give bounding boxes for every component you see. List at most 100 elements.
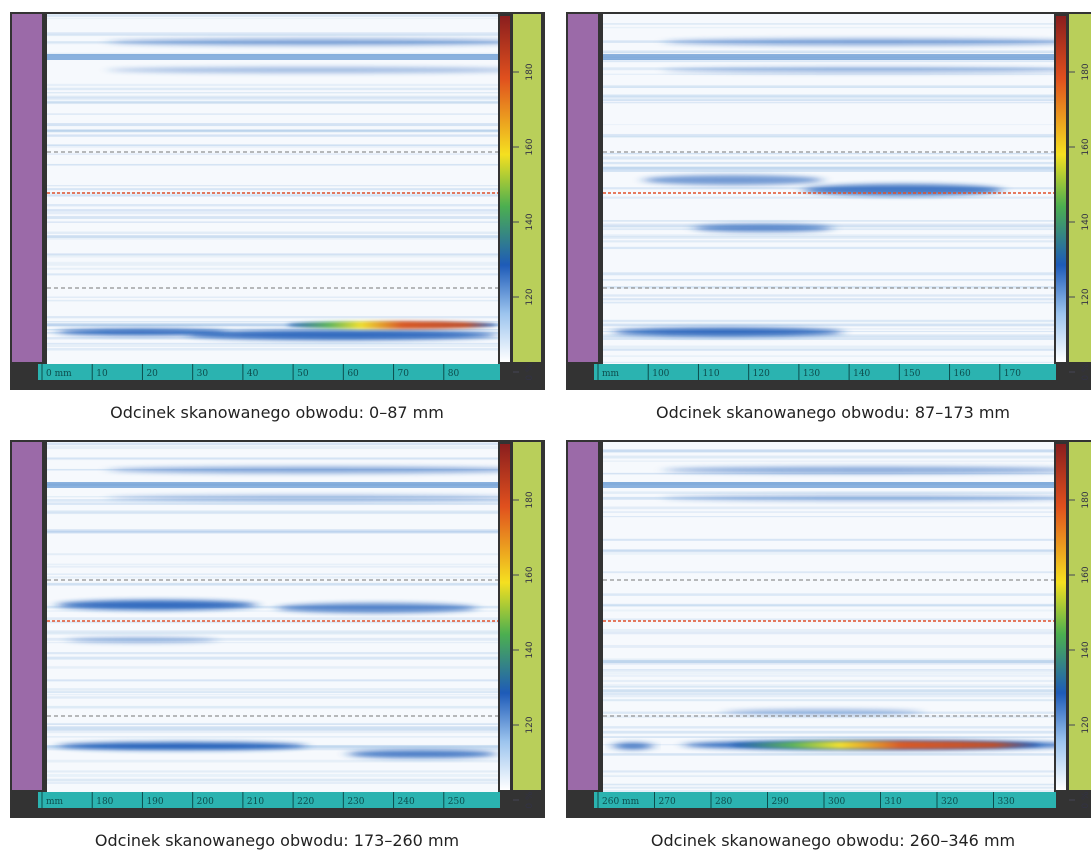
texture-line: [47, 253, 498, 256]
scale-label: 140: [525, 213, 535, 230]
texture-line: [603, 345, 1054, 348]
streak: [663, 38, 1054, 46]
texture-line: [47, 442, 498, 446]
scan-area: [603, 442, 1054, 792]
texture-line: [47, 153, 498, 155]
texture-line: [603, 689, 1054, 693]
scale-strip: [1069, 14, 1091, 362]
texture-line: [603, 699, 1054, 702]
texture-line: [47, 345, 498, 347]
texture-line: [603, 223, 1054, 225]
scale-label: 180: [1081, 491, 1091, 508]
texture-line: [603, 736, 1054, 738]
streak: [107, 466, 498, 474]
texture-line: [47, 14, 498, 17]
texture-line: [603, 605, 1054, 607]
x-tick-label: 80: [448, 369, 460, 379]
side-strip: [568, 442, 598, 790]
texture-line: [603, 753, 1054, 756]
texture-line: [47, 563, 498, 566]
texture-line: [47, 446, 498, 450]
texture-line: [603, 618, 1054, 621]
texture-line: [47, 531, 498, 534]
texture-line: [603, 726, 1054, 729]
texture-line: [603, 166, 1054, 170]
texture-line: [47, 774, 498, 777]
texture-line: [47, 759, 498, 763]
x-tick-label: 290: [772, 797, 789, 807]
texture-line: [603, 133, 1054, 137]
side-strip: [568, 14, 598, 362]
texture-line: [603, 644, 1054, 648]
texture-line: [47, 236, 498, 240]
streak: [613, 327, 843, 337]
streak: [107, 38, 498, 46]
x-tick-label: 30: [197, 369, 209, 379]
texture-line: [47, 299, 498, 302]
scale-label: 140: [1081, 213, 1091, 230]
texture-line: [603, 549, 1054, 552]
texture-line: [603, 294, 1054, 297]
texture-line: [47, 457, 498, 461]
texture-line: [47, 32, 498, 35]
side-strip: [12, 14, 42, 362]
texture-line: [47, 630, 498, 633]
x-tick-label: 70: [398, 369, 410, 379]
texture-line: [603, 286, 1054, 289]
texture-line: [603, 355, 1054, 357]
texture-line: [603, 553, 1054, 555]
texture-line: [603, 240, 1054, 243]
texture-line: [47, 14, 498, 17]
streak: [57, 600, 257, 610]
texture-line: [603, 662, 1054, 665]
x-tick-label: 130: [803, 369, 820, 379]
texture-line: [47, 652, 498, 655]
texture-line: [603, 84, 1054, 88]
caption: Odcinek skanowanego obwodu: 260–346 mm: [651, 831, 1015, 850]
streak: [803, 184, 1003, 196]
streak: [723, 709, 923, 715]
texture-line: [603, 609, 1054, 612]
texture-line: [603, 328, 1054, 330]
scale-label: 120: [525, 288, 535, 305]
x-tick-label: 320: [941, 797, 958, 807]
texture-line: [47, 641, 498, 644]
texture-line: [603, 349, 1054, 351]
texture-line: [603, 790, 1054, 792]
color-bar: [1056, 16, 1066, 362]
streak: [347, 750, 497, 758]
texture-line: [603, 361, 1054, 363]
caption: Odcinek skanowanego obwodu: 87–173 mm: [656, 403, 1010, 422]
texture-line: [603, 660, 1054, 663]
scale-label: 180: [525, 63, 535, 80]
texture-line: [47, 573, 498, 575]
texture-line: [603, 684, 1054, 687]
texture-line: [47, 95, 498, 99]
color-bar: [1056, 444, 1066, 790]
streak: [693, 224, 833, 232]
texture-line: [47, 263, 498, 266]
texture-line: [603, 167, 1054, 170]
texture-line: [47, 348, 498, 351]
texture-line: [47, 113, 498, 115]
texture-line: [47, 705, 498, 709]
texture-line: [603, 94, 1054, 98]
texture-line: [47, 617, 498, 620]
texture-line: [603, 491, 1054, 494]
texture-line: [603, 538, 1054, 541]
texture-line: [603, 156, 1054, 159]
texture-line: [47, 610, 498, 612]
texture-line: [603, 153, 1054, 155]
x-tick-label: mm: [46, 797, 64, 807]
scale-label: 160: [1081, 566, 1091, 583]
texture-line: [47, 510, 498, 512]
texture-line: [47, 254, 498, 258]
texture-line: [603, 603, 1054, 607]
streak: [107, 67, 498, 73]
texture-line: [47, 632, 498, 635]
band: [603, 54, 1054, 60]
x-tick-label: 110: [702, 369, 719, 379]
texture-line: [47, 696, 498, 699]
texture-line: [47, 129, 498, 132]
